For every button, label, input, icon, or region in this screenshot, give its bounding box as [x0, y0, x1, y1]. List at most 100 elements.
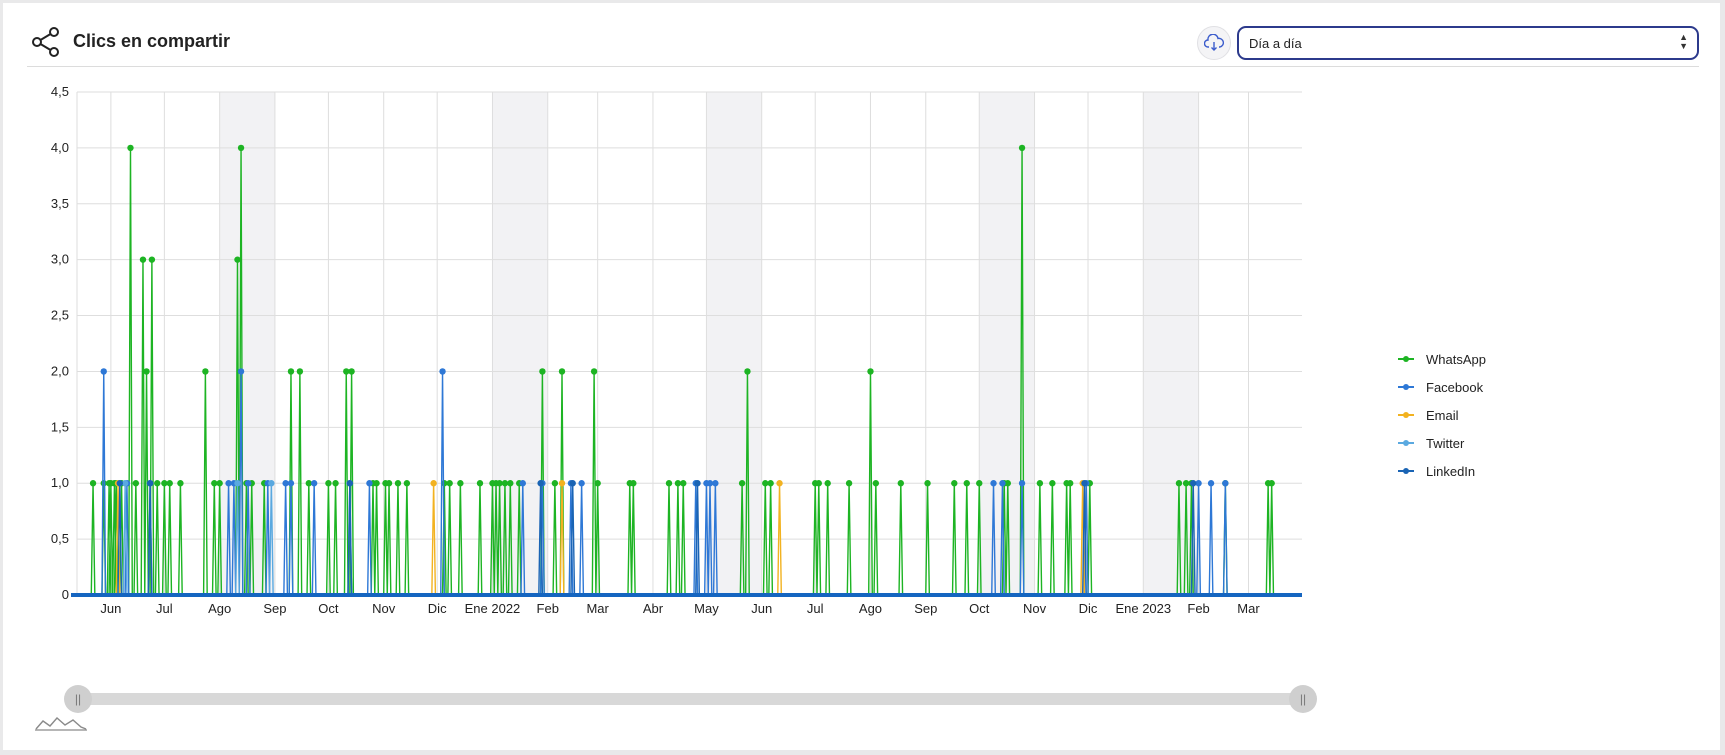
data-point-whatsapp — [767, 480, 774, 487]
data-point-whatsapp — [924, 480, 931, 487]
data-point-whatsapp — [551, 480, 559, 487]
share-icon — [32, 27, 60, 57]
x-tick-label: Nov — [1023, 601, 1047, 616]
x-tick-label: Mar — [1237, 601, 1260, 616]
data-point-whatsapp — [234, 256, 241, 263]
data-point-whatsapp — [343, 368, 350, 375]
y-tick-label: 1,5 — [51, 419, 69, 434]
data-point-facebook — [990, 480, 997, 487]
y-tick-label: 3,0 — [51, 252, 69, 267]
legend-item-linkedin[interactable]: LinkedIn — [1396, 457, 1486, 485]
data-point-whatsapp — [211, 480, 218, 487]
data-point-facebook — [439, 368, 446, 375]
data-point-whatsapp — [963, 480, 970, 487]
data-point-twitter — [121, 480, 129, 487]
legend-item-email[interactable]: Email — [1396, 401, 1486, 429]
data-point-whatsapp — [305, 480, 313, 487]
range-end-handle[interactable]: || — [1289, 685, 1317, 713]
data-point-whatsapp — [332, 480, 339, 487]
data-point-whatsapp — [815, 480, 822, 487]
y-tick-label: 4,5 — [51, 84, 69, 99]
x-tick-label: Jul — [807, 601, 824, 616]
data-point-facebook — [100, 368, 107, 375]
data-point-whatsapp — [680, 480, 687, 487]
data-point-linkedin — [1081, 480, 1088, 487]
data-point-whatsapp — [148, 256, 156, 263]
data-point-whatsapp — [446, 480, 453, 487]
legend-swatch — [1396, 354, 1418, 364]
legend-swatch — [1396, 410, 1418, 420]
data-point-facebook — [310, 480, 318, 487]
data-point-linkedin — [694, 480, 701, 487]
chart-legend: WhatsApp Facebook Email Twitter LinkedIn — [1396, 345, 1486, 485]
data-point-whatsapp — [1049, 480, 1056, 487]
data-point-whatsapp — [872, 480, 880, 487]
chart-card: Clics en compartir Día a día ▲ ▼ 0 0,5 1,0 1… — [3, 3, 1720, 750]
data-point-whatsapp — [348, 368, 355, 375]
x-tick-label: Jun — [100, 601, 121, 616]
legend-swatch — [1396, 438, 1418, 448]
data-point-whatsapp — [558, 368, 566, 375]
y-tick-label: 3,5 — [51, 196, 69, 211]
data-point-facebook — [712, 480, 719, 487]
x-tick-label: Jul — [156, 601, 173, 616]
data-point-whatsapp — [476, 480, 484, 487]
x-tick-label: Dic — [1079, 601, 1098, 616]
legend-item-facebook[interactable]: Facebook — [1396, 373, 1486, 401]
legend-item-twitter[interactable]: Twitter — [1396, 429, 1486, 457]
data-point-whatsapp — [127, 144, 134, 152]
legend-item-whatsapp[interactable]: WhatsApp — [1396, 345, 1486, 373]
data-point-whatsapp — [237, 144, 245, 152]
data-point-facebook — [237, 368, 245, 375]
data-point-whatsapp — [457, 480, 464, 487]
range-scrollbar[interactable] — [77, 693, 1305, 705]
y-tick-label: 1,0 — [51, 475, 69, 490]
y-tick-label: 2,0 — [51, 363, 69, 378]
card-header: Clics en compartir Día a día ▲ ▼ — [27, 23, 1699, 67]
scrollbar-grip-icon: || — [1299, 692, 1307, 706]
x-tick-label: Nov — [372, 601, 396, 616]
data-point-facebook — [519, 480, 526, 487]
download-button[interactable] — [1197, 26, 1231, 60]
data-point-whatsapp — [594, 480, 601, 487]
data-point-whatsapp — [867, 368, 874, 375]
legend-label: Email — [1426, 407, 1459, 423]
data-point-linkedin — [1190, 480, 1197, 487]
data-point-whatsapp — [976, 480, 983, 487]
y-tick-label: 0 — [62, 587, 69, 602]
data-point-linkedin — [569, 480, 576, 487]
data-point-whatsapp — [161, 480, 168, 487]
data-point-whatsapp — [590, 368, 598, 375]
page-title: Clics en compartir — [73, 31, 231, 51]
legend-label: Facebook — [1426, 379, 1484, 395]
data-point-email — [430, 480, 437, 487]
data-point-whatsapp — [154, 480, 161, 487]
data-point-whatsapp — [385, 480, 393, 487]
data-point-facebook — [287, 480, 295, 487]
data-point-linkedin — [346, 480, 354, 487]
x-tick-label: Ago — [208, 601, 231, 616]
data-point-whatsapp — [403, 480, 411, 487]
y-tick-label: 2,5 — [51, 308, 69, 323]
data-point-whatsapp — [762, 480, 769, 487]
data-point-whatsapp — [143, 368, 150, 375]
legend-swatch — [1396, 466, 1418, 476]
legend-label: LinkedIn — [1426, 463, 1476, 479]
data-point-facebook — [578, 480, 585, 487]
data-point-twitter — [234, 480, 241, 487]
range-start-handle[interactable]: || — [64, 685, 92, 713]
data-point-whatsapp — [539, 368, 546, 375]
data-point-facebook — [225, 480, 232, 487]
period-select-value: Día a día — [1249, 36, 1302, 51]
legend-label: Twitter — [1426, 435, 1465, 451]
data-point-linkedin — [116, 480, 123, 487]
data-point-email — [558, 480, 566, 487]
y-tick-label: 0,5 — [51, 531, 69, 546]
data-point-whatsapp — [501, 480, 509, 487]
data-point-facebook — [282, 480, 289, 487]
data-point-whatsapp — [507, 480, 514, 487]
data-point-whatsapp — [89, 480, 97, 487]
chart-preview-icon — [35, 717, 87, 731]
period-select[interactable]: Día a día ▲ ▼ — [1237, 26, 1699, 60]
data-point-whatsapp — [744, 368, 751, 375]
